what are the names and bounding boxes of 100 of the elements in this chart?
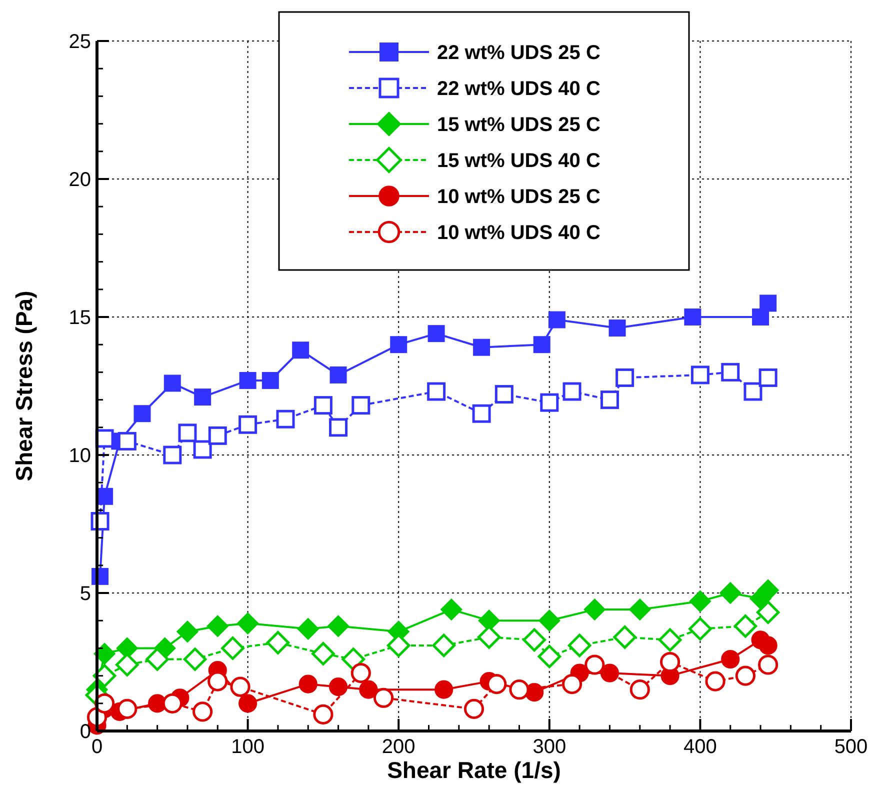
point (390, 336, 408, 354)
point (163, 446, 182, 464)
point (721, 650, 740, 669)
point (193, 440, 212, 459)
point (314, 396, 332, 415)
point (206, 615, 229, 638)
point (538, 610, 560, 632)
point (690, 366, 710, 384)
point (758, 636, 778, 655)
point (327, 615, 350, 638)
point (464, 698, 484, 719)
point (238, 694, 258, 713)
point (608, 320, 626, 337)
legend-label: 15 wt% UDS 40 C (437, 150, 600, 172)
point (427, 382, 446, 401)
point (292, 342, 310, 359)
point (684, 308, 702, 326)
point (221, 636, 244, 660)
point (758, 654, 778, 675)
point (236, 612, 259, 634)
point (94, 693, 115, 714)
x-tick-label: 300 (532, 736, 566, 758)
point (760, 294, 777, 312)
y-tick-label: 25 (68, 31, 91, 53)
point (752, 308, 770, 326)
point (562, 382, 582, 401)
point (208, 426, 227, 445)
point (178, 424, 197, 442)
point (548, 311, 566, 328)
point (162, 693, 182, 714)
legend-label: 22 wt% UDS 25 C (437, 42, 600, 64)
point (313, 704, 334, 724)
point (744, 382, 762, 401)
point (630, 680, 650, 700)
point (328, 678, 348, 696)
point (94, 642, 116, 665)
point (600, 390, 619, 410)
point (758, 368, 778, 387)
point (373, 688, 394, 708)
x-tick-label: 200 (382, 736, 416, 758)
point (568, 634, 592, 658)
point (688, 617, 712, 641)
point (183, 648, 207, 671)
point (118, 432, 136, 450)
point (522, 628, 546, 652)
point (432, 634, 456, 658)
point (428, 325, 445, 342)
y-tick-label: 10 (68, 445, 91, 467)
point (538, 644, 562, 668)
y-axis-title: Shear Stress (Pa) (11, 290, 37, 482)
point (330, 366, 347, 384)
point (494, 385, 514, 404)
point (176, 620, 198, 643)
point (266, 631, 290, 654)
point (297, 618, 320, 640)
point (533, 336, 550, 354)
legend-label: 22 wt% UDS 40 C (437, 78, 600, 100)
point (239, 372, 256, 389)
point (329, 418, 348, 437)
point (473, 338, 490, 356)
point (628, 598, 651, 620)
point (735, 666, 756, 686)
point (613, 626, 636, 649)
point (719, 582, 742, 604)
point (194, 388, 212, 406)
point (721, 362, 740, 382)
point (705, 671, 726, 692)
x-axis-title: Shear Rate (1/s) (387, 757, 561, 783)
point (262, 372, 279, 389)
point (164, 374, 181, 392)
point (509, 680, 530, 700)
point (616, 368, 634, 387)
point (540, 393, 559, 412)
x-tick-label: 100 (231, 736, 264, 758)
point (276, 410, 295, 428)
legend-label: 15 wt% UDS 25 C (437, 114, 600, 136)
y-tick-label: 5 (80, 583, 91, 605)
point (734, 614, 758, 638)
y-tick-label: 0 (80, 721, 91, 743)
point (584, 598, 606, 620)
point (92, 664, 116, 688)
point (238, 415, 258, 434)
point (230, 676, 250, 697)
legend-label: 10 wt% UDS 25 C (437, 186, 600, 208)
point (562, 674, 582, 694)
y-tick-label: 15 (68, 307, 91, 329)
legend-label: 10 wt% UDS 40 C (437, 222, 600, 244)
point (689, 590, 712, 612)
point (146, 648, 169, 671)
point (298, 674, 318, 694)
point (472, 404, 491, 423)
x-tick-label: 400 (684, 736, 717, 758)
point (342, 648, 366, 671)
point (134, 405, 151, 422)
point (352, 396, 370, 415)
point (434, 680, 454, 699)
point (756, 600, 780, 624)
y-tick-label: 20 (68, 169, 91, 191)
point (312, 642, 335, 666)
point (192, 702, 213, 722)
